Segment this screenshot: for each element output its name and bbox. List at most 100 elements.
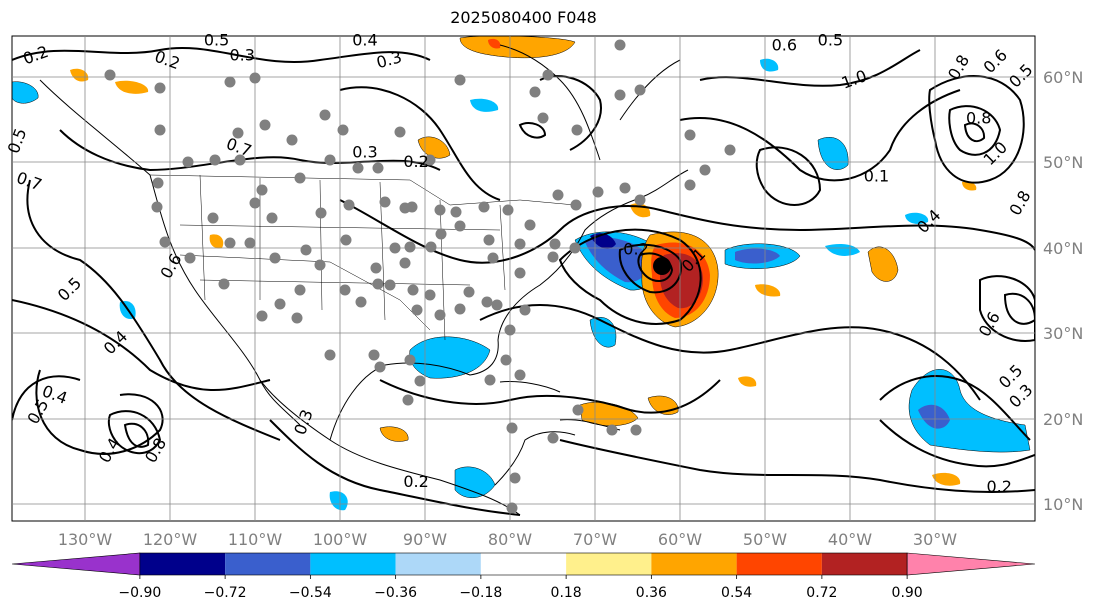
- latitude-label: 10°N: [1043, 495, 1083, 514]
- contour-label: 0.4: [352, 31, 377, 50]
- station-dot: [454, 74, 466, 86]
- station-dot: [182, 156, 194, 168]
- station-dot: [399, 257, 411, 269]
- orange-anomaly-shading: [867, 246, 899, 282]
- station-dot: [506, 422, 518, 434]
- orange-anomaly-shading: [115, 80, 149, 94]
- colorbar-min-extend: [11, 552, 141, 576]
- blue-anomaly-shading: [409, 336, 491, 379]
- blue-anomaly-shading: [735, 248, 780, 264]
- station-dot: [569, 242, 581, 254]
- orange-anomaly-shading: [932, 472, 961, 486]
- station-dot: [614, 39, 626, 51]
- map-frame: [11, 35, 1036, 522]
- station-dot: [315, 207, 327, 219]
- station-dot: [224, 237, 236, 249]
- contour-label: 0.7: [224, 134, 254, 161]
- station-dot: [224, 76, 236, 88]
- blue-anomaly-shading: [12, 81, 39, 104]
- colorbar-tick-label: 0.36: [636, 585, 667, 601]
- station-dot: [529, 86, 541, 98]
- station-dot: [424, 154, 436, 166]
- station-dot: [434, 309, 446, 321]
- contour-label: 0.3: [374, 47, 404, 72]
- station-dot: [368, 349, 380, 361]
- contour-label: 0.1: [864, 167, 889, 186]
- station-dot: [104, 69, 116, 81]
- colorbar-tick-label: −0.72: [204, 585, 247, 601]
- contour-label: 0.6: [975, 308, 1004, 340]
- station-dot: [484, 374, 496, 386]
- station-dot: [404, 241, 416, 253]
- station-dot: [570, 199, 582, 211]
- contour-label: 0.5: [4, 126, 31, 156]
- blue-anomaly-shading: [817, 137, 849, 170]
- station-dot: [218, 278, 230, 290]
- station-dot: [249, 72, 261, 84]
- station-dot: [425, 241, 437, 253]
- orange-anomaly-shading: [755, 284, 781, 297]
- station-dot: [389, 242, 401, 254]
- contour-label: 0.3: [290, 407, 317, 437]
- latitude-label: 20°N: [1043, 410, 1083, 429]
- blue-anomaly-shading: [454, 466, 496, 498]
- station-dot: [269, 252, 281, 264]
- station-dot: [684, 179, 696, 191]
- station-dot: [324, 154, 336, 166]
- colorbar-segment: [566, 553, 652, 575]
- station-dot: [491, 299, 503, 311]
- blue-anomaly-shading: [585, 237, 651, 283]
- station-dot: [504, 324, 516, 336]
- station-dot: [547, 251, 559, 263]
- contour-label: 0.6: [772, 36, 797, 55]
- station-dot: [152, 177, 164, 189]
- blue-anomaly-shading: [329, 491, 348, 511]
- station-dot: [154, 82, 166, 94]
- station-dot: [411, 304, 423, 316]
- station-dot: [483, 234, 495, 246]
- station-dot: [343, 199, 355, 211]
- station-dot: [339, 284, 351, 296]
- orange-anomaly-shading: [209, 234, 224, 249]
- longitude-label: 130°W: [58, 530, 113, 549]
- station-dot: [274, 298, 286, 310]
- colorbar-outline: [139, 552, 908, 576]
- colorbar-segment: [821, 553, 908, 575]
- station-dot: [159, 236, 171, 248]
- station-dot: [450, 206, 462, 218]
- colorbar-tick-label: −0.54: [289, 585, 332, 601]
- colorbar-segment: [310, 553, 396, 575]
- station-dot: [324, 349, 336, 361]
- contour-label: 0.5: [818, 31, 843, 50]
- longitude-label: 30°W: [913, 530, 957, 549]
- station-dot: [537, 112, 549, 124]
- colorbar-tick-labels: −0.90 −0.72 −0.54 −0.36 −0.18 0.18 0.36 0.54 0.7…: [118, 575, 923, 601]
- station-dot: [244, 237, 256, 249]
- station-dot: [337, 124, 349, 136]
- station-dot: [394, 126, 406, 138]
- orange-anomaly-shading: [379, 426, 409, 442]
- station-dot: [384, 279, 396, 291]
- station-dot: [259, 119, 271, 131]
- latitude-label: 30°N: [1043, 324, 1083, 343]
- station-dot: [724, 144, 736, 156]
- station-dot: [454, 303, 466, 315]
- longitude-label: 60°W: [658, 530, 702, 549]
- station-dot: [487, 252, 499, 264]
- station-dot: [542, 69, 554, 81]
- contour-label: 0.2: [152, 47, 182, 74]
- station-dot: [291, 312, 303, 324]
- colorbar-segment: [395, 553, 481, 575]
- contour-label: 0.2: [20, 42, 50, 69]
- blue-anomaly-shading: [470, 98, 499, 112]
- contour-label: 0.2: [986, 477, 1011, 496]
- cyclone-center-marker: [653, 257, 671, 275]
- station-dot: [154, 124, 166, 136]
- station-dot: [435, 228, 447, 240]
- station-dot: [572, 404, 584, 416]
- longitude-label: 40°W: [828, 530, 872, 549]
- station-dot: [379, 196, 391, 208]
- orange-anomaly-shading: [488, 38, 501, 49]
- station-dot: [606, 424, 618, 436]
- longitude-label: 120°W: [143, 530, 198, 549]
